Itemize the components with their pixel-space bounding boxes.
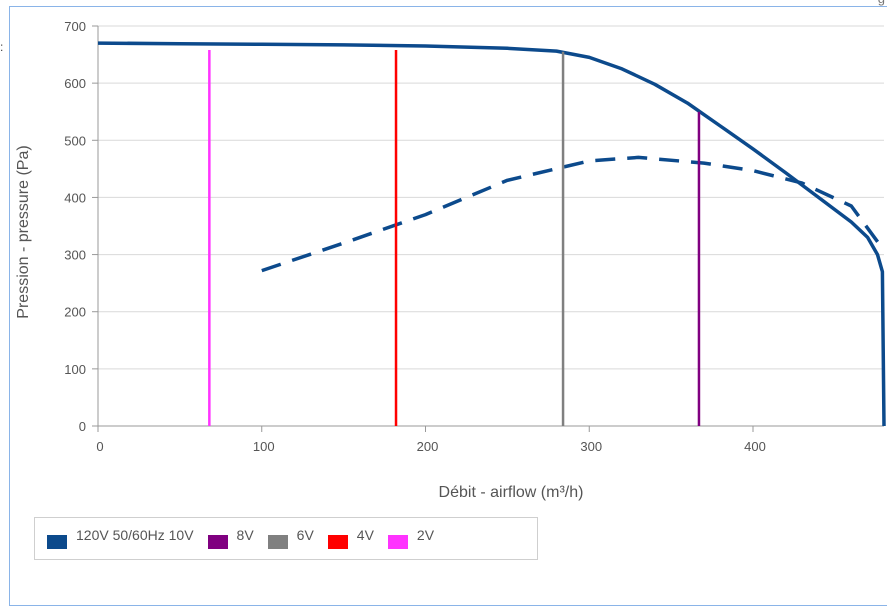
legend-label: 8V	[236, 526, 254, 543]
y-tick-label: 600	[64, 76, 86, 91]
y-tick-label: 400	[64, 190, 86, 205]
series-layer	[97, 41, 886, 427]
legend-swatch	[207, 534, 228, 549]
x-axis-label: Débit - airflow (m³/h)	[439, 484, 584, 501]
legend-label: 2V	[416, 526, 435, 543]
legend-item: 6V	[267, 526, 314, 549]
y-tick-label: 0	[79, 419, 86, 434]
legend-swatch	[267, 534, 288, 549]
chart-frame	[9, 6, 887, 606]
corner-mark: :	[0, 40, 4, 54]
fan-curve-10v	[97, 41, 886, 427]
legend-swatch	[47, 534, 67, 549]
x-tick-label: 100	[253, 439, 275, 454]
legend-swatch	[327, 534, 348, 549]
legend-item: 4V	[327, 526, 374, 549]
x-tick-label: 200	[417, 439, 439, 454]
y-axis-label: Pression - pressure (Pa)	[15, 145, 32, 318]
y-tick-label: 300	[64, 248, 86, 263]
dashed-curve	[261, 155, 883, 273]
tick-labels: 0 100 200 300 400 500 600 700 0 100 200 300 400	[64, 19, 766, 454]
grid-lines	[98, 25, 884, 370]
x-tick-label: 400	[744, 439, 766, 454]
legend-swatch	[387, 534, 408, 549]
legend-label: 4V	[356, 526, 374, 543]
axes	[92, 25, 884, 432]
legend-item: 2V	[387, 526, 435, 549]
y-tick-label: 500	[64, 133, 86, 148]
legend-label: 120V 50/60Hz 10V	[76, 526, 194, 543]
legend-label: 6V	[296, 526, 314, 543]
corner-mark-right: g	[878, 0, 885, 6]
y-tick-label: 100	[64, 362, 86, 377]
legend-item: 120V 50/60Hz 10V	[47, 526, 194, 549]
x-tick-label: 0	[96, 439, 103, 454]
y-tick-label: 200	[64, 305, 86, 320]
y-tick-label: 700	[64, 19, 86, 34]
x-tick-label: 300	[580, 439, 602, 454]
legend: 120V 50/60Hz 10V 8V 6V 4V 2V	[34, 517, 538, 560]
legend-item: 8V	[207, 526, 254, 549]
